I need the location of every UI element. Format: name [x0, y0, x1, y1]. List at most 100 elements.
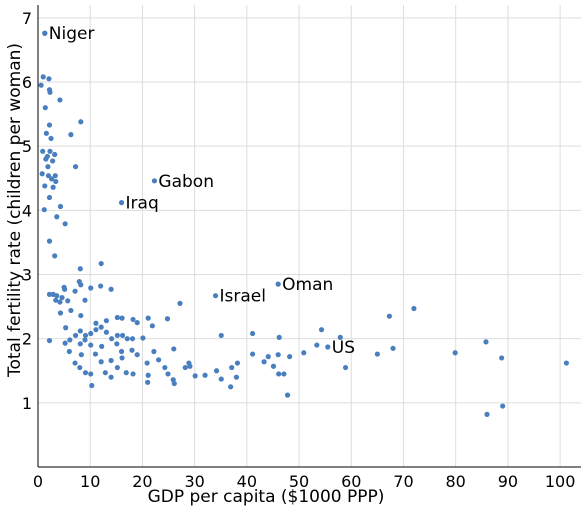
data-point: [177, 300, 183, 306]
x-tick-label: 30: [184, 472, 204, 491]
data-point: [43, 130, 49, 136]
data-point: [68, 307, 74, 314]
data-point: [108, 286, 114, 292]
data-point: [102, 370, 108, 376]
data-point: [187, 363, 193, 369]
data-point: [41, 207, 47, 213]
data-point: [500, 403, 506, 409]
x-tick-label: 50: [289, 472, 309, 491]
annotation-us: US: [332, 338, 355, 358]
data-point: [118, 348, 125, 355]
annotation-niger: Niger: [49, 24, 95, 44]
data-point: [337, 334, 343, 340]
data-point: [145, 379, 151, 385]
data-point: [145, 315, 151, 321]
data-point: [40, 74, 46, 80]
annotated-point: [42, 30, 48, 36]
data-point: [53, 178, 59, 185]
data-point: [129, 347, 135, 353]
data-point: [342, 364, 349, 371]
data-point: [93, 320, 99, 326]
data-point: [314, 342, 320, 348]
x-tick-label: 60: [341, 472, 361, 491]
data-point: [46, 337, 53, 344]
annotation-iraq: Iraq: [126, 194, 159, 214]
data-point: [72, 332, 79, 339]
data-point: [46, 76, 52, 82]
data-point: [68, 132, 74, 138]
data-point: [145, 372, 151, 378]
data-point: [218, 376, 224, 382]
data-point: [386, 313, 392, 319]
data-point: [48, 135, 54, 142]
data-point: [98, 283, 104, 289]
data-point: [57, 97, 63, 103]
data-point: [67, 337, 73, 343]
annotation-gabon: Gabon: [158, 172, 214, 192]
data-point: [202, 372, 208, 378]
annotation-oman: Oman: [282, 275, 333, 295]
data-point: [261, 359, 267, 365]
data-point: [265, 354, 271, 360]
y-tick-label: 1: [22, 394, 32, 413]
x-tick-label: 40: [237, 472, 257, 491]
data-point: [43, 156, 49, 162]
data-point: [93, 327, 99, 333]
annotated-point: [212, 293, 219, 299]
data-point: [77, 364, 83, 371]
y-axis-label: Total fertility rate (children per woman…: [5, 43, 25, 378]
data-point: [213, 368, 220, 374]
y-tick-label: 7: [22, 9, 32, 28]
data-point: [374, 351, 380, 357]
data-point: [149, 323, 155, 329]
x-tick-label: 100: [545, 472, 576, 491]
data-point: [47, 148, 53, 154]
data-point: [284, 392, 291, 398]
data-point: [124, 336, 130, 342]
data-point: [114, 332, 120, 339]
data-point: [484, 411, 490, 417]
data-point: [270, 363, 277, 369]
data-point: [108, 374, 114, 380]
annotated-point: [275, 281, 281, 287]
data-point: [54, 293, 60, 299]
data-point: [483, 339, 489, 345]
data-point: [108, 357, 114, 364]
data-point: [42, 183, 48, 189]
data-point: [78, 282, 84, 288]
data-point: [130, 316, 136, 323]
data-point: [77, 341, 83, 347]
data-point: [103, 329, 109, 335]
data-point: [88, 371, 94, 377]
data-point: [134, 320, 140, 326]
data-point: [103, 318, 109, 324]
data-point: [156, 357, 162, 363]
y-tick-label: 4: [22, 201, 32, 220]
data-point: [45, 164, 51, 170]
data-point: [82, 297, 88, 303]
data-point: [82, 370, 89, 376]
data-point: [130, 371, 136, 377]
data-point: [54, 214, 60, 220]
data-point: [123, 370, 129, 376]
data-point: [233, 374, 240, 380]
data-point: [249, 330, 256, 337]
data-point: [57, 203, 64, 210]
data-point: [99, 343, 105, 349]
data-point: [50, 158, 56, 164]
x-tick-label: 20: [132, 472, 152, 491]
data-point: [45, 173, 52, 179]
data-point: [46, 291, 53, 297]
data-point: [98, 324, 104, 330]
data-point: [77, 266, 83, 272]
data-point: [46, 194, 53, 201]
data-point: [281, 371, 287, 377]
data-point: [228, 384, 234, 390]
data-point: [38, 82, 44, 88]
data-points: [38, 30, 569, 417]
data-point: [411, 305, 417, 312]
data-point: [72, 360, 78, 366]
data-point: [48, 176, 55, 182]
